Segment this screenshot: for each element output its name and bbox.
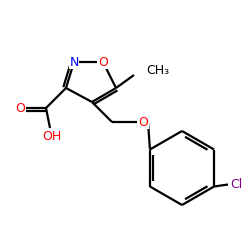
Text: O: O: [98, 56, 108, 68]
Text: OH: OH: [42, 130, 62, 143]
Text: N: N: [69, 56, 79, 68]
Text: O: O: [138, 116, 148, 128]
Text: CH₃: CH₃: [146, 64, 169, 78]
Text: Cl: Cl: [230, 178, 242, 191]
Text: O: O: [15, 102, 25, 114]
